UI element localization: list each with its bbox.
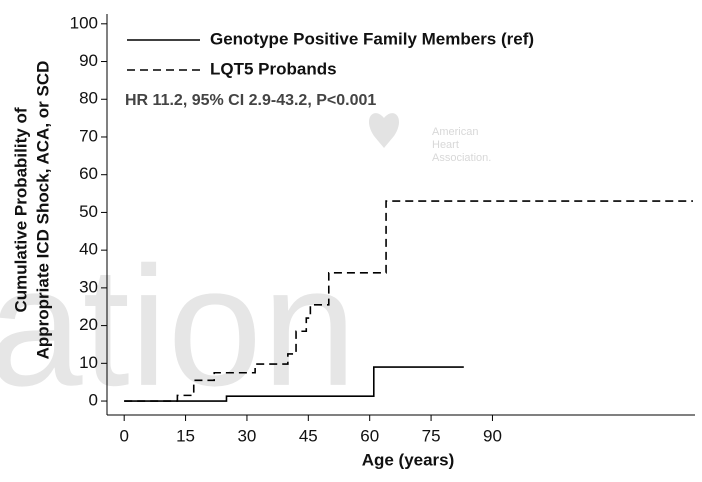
- x-tick-label: 30: [237, 426, 256, 445]
- y-label: Cumulative Probability of: [11, 107, 30, 312]
- step-line: [124, 366, 464, 402]
- legend-label: Genotype Positive Family Members (ref): [210, 29, 534, 48]
- x-tick-label: 90: [483, 426, 502, 445]
- y-tick-label: 100: [70, 13, 98, 32]
- y-tick-label: 50: [79, 202, 98, 221]
- x-tick-label: 15: [176, 426, 195, 445]
- x-label: Age (years): [362, 450, 455, 469]
- y-tick-label: 40: [79, 240, 98, 259]
- y-tick-label: 90: [79, 51, 98, 70]
- logo-text: Association.: [432, 152, 491, 164]
- y-tick-label: 10: [79, 353, 98, 372]
- x-tick-label: 60: [360, 426, 379, 445]
- x-tick-label: 45: [299, 426, 318, 445]
- y-label: Appropriate ICD Shock, ACA, or SCD: [33, 61, 52, 360]
- y-tick-label: 20: [79, 315, 98, 334]
- legend-label: LQT5 Probands: [210, 59, 337, 78]
- watermark: ation: [0, 232, 357, 422]
- y-tick-label: 70: [79, 126, 98, 145]
- y-tick-label: 30: [79, 277, 98, 296]
- x-tick-label: 0: [119, 426, 128, 445]
- y-tick-label: 60: [79, 164, 98, 183]
- y-tick-label: 80: [79, 89, 98, 108]
- step-line: [124, 200, 693, 402]
- x-tick-label: 75: [422, 426, 441, 445]
- logo-heart: [368, 113, 400, 148]
- y-tick-label: 0: [89, 391, 98, 410]
- logo-text: American: [432, 126, 478, 138]
- logo-text: Heart: [432, 139, 459, 151]
- annotation: HR 11.2, 95% CI 2.9-43.2, P<0.001: [125, 92, 376, 109]
